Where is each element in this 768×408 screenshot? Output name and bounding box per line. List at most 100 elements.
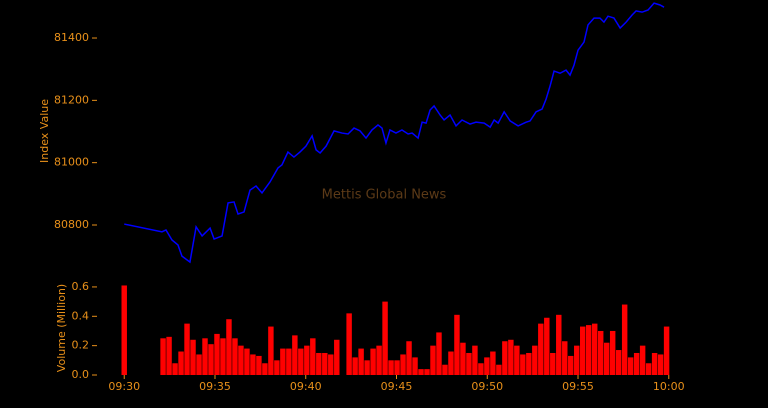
y-tick-label: 80800 — [54, 218, 89, 231]
volume-bar — [328, 354, 334, 375]
volume-bar — [520, 354, 526, 375]
y-tick-label: 0.2 — [72, 339, 90, 352]
volume-bar — [310, 338, 316, 375]
volume-bar — [250, 354, 256, 375]
volume-bar — [472, 345, 478, 375]
volume-bar — [556, 314, 562, 375]
volume-bar — [603, 342, 610, 375]
x-tick-label: 09:50 — [471, 380, 503, 393]
x-tick-label: 09:55 — [562, 380, 594, 393]
y-tick-label: 81400 — [54, 31, 89, 44]
volume-bar — [532, 345, 538, 375]
volume-bar — [352, 357, 358, 375]
volume-bar — [121, 285, 127, 375]
volume-bar — [226, 319, 232, 375]
x-tick-label: 10:00 — [653, 380, 685, 393]
y-axis-title: Volume (Million) — [55, 284, 68, 372]
volume-bar — [214, 333, 220, 375]
volume-bar — [460, 342, 466, 375]
volume-bar — [382, 301, 388, 375]
volume-bar — [292, 335, 298, 375]
volume-bar — [651, 352, 658, 375]
volume-bar — [160, 338, 166, 375]
volume-bar — [442, 364, 448, 375]
volume-bar — [580, 326, 586, 375]
volume-bar — [544, 317, 550, 375]
volume-bar — [568, 355, 574, 375]
volume-bar — [268, 326, 274, 375]
volume-bar — [639, 345, 646, 375]
volume-bar — [334, 339, 340, 375]
x-tick-label: 09:40 — [290, 380, 322, 393]
volume-bar — [591, 323, 598, 375]
volume-bar — [244, 348, 250, 375]
volume-bar — [262, 363, 268, 375]
volume-bar — [298, 348, 304, 375]
volume-bar — [274, 360, 280, 375]
volume-bar — [430, 345, 436, 375]
volume-bar — [502, 341, 508, 375]
volume-bar — [609, 330, 616, 375]
volume-bar — [526, 352, 532, 375]
volume-bar — [394, 360, 400, 375]
x-tick-label: 09:35 — [199, 380, 231, 393]
volume-bar — [466, 352, 472, 375]
volume-bar — [286, 348, 292, 375]
volume-bar — [484, 357, 490, 375]
volume-bar — [550, 352, 556, 375]
volume-bar — [538, 323, 544, 375]
y-tick-label: 81200 — [54, 93, 89, 106]
volume-bar — [190, 339, 196, 375]
volume-bar — [406, 341, 412, 375]
volume-bar — [508, 339, 514, 375]
volume-bar — [376, 345, 382, 375]
x-tick-label: 09:45 — [381, 380, 413, 393]
volume-bar — [280, 348, 286, 375]
volume-bar — [370, 348, 376, 375]
volume-bar — [574, 345, 580, 375]
y-tick-label: 81000 — [54, 156, 89, 169]
volume-bar — [627, 357, 634, 375]
volume-bar — [358, 348, 364, 375]
volume-bar — [586, 325, 592, 375]
index-line — [124, 2, 665, 264]
volume-bar — [208, 344, 214, 375]
y-tick-label: 0.0 — [72, 368, 90, 381]
volume-bar — [478, 363, 484, 375]
volume-bar — [322, 352, 328, 375]
volume-bar — [496, 364, 502, 375]
volume-bar — [454, 314, 460, 375]
volume-bar — [172, 363, 178, 375]
volume-bar — [196, 354, 202, 375]
volume-bar — [238, 345, 244, 375]
volume-bar — [597, 330, 604, 375]
volume-bar — [621, 304, 628, 375]
volume-bar — [316, 352, 322, 375]
volume-bar — [232, 338, 238, 375]
volume-bar — [388, 360, 394, 375]
volume-bar — [663, 326, 670, 375]
volume-bar — [304, 345, 310, 375]
volume-bar — [424, 369, 430, 375]
volume-bar — [202, 338, 208, 375]
volume-bar — [645, 363, 652, 375]
volume-bar — [562, 341, 568, 375]
volume-bar — [418, 369, 424, 375]
volume-bar — [412, 357, 418, 375]
volume-bar — [490, 351, 496, 375]
volume-bar — [436, 332, 442, 375]
x-tick-label: 09:30 — [108, 380, 140, 393]
volume-bar — [220, 338, 226, 375]
volume-bar — [514, 345, 520, 375]
volume-bar — [400, 354, 406, 375]
y-tick-label: 0.6 — [72, 280, 90, 293]
volume-bar — [166, 336, 172, 375]
volume-bar — [633, 352, 640, 375]
volume-bar — [178, 351, 184, 375]
volume-bar — [657, 354, 664, 375]
volume-bar — [615, 350, 622, 375]
y-axis-title: Index Value — [38, 99, 51, 163]
volume-bar — [184, 323, 190, 375]
